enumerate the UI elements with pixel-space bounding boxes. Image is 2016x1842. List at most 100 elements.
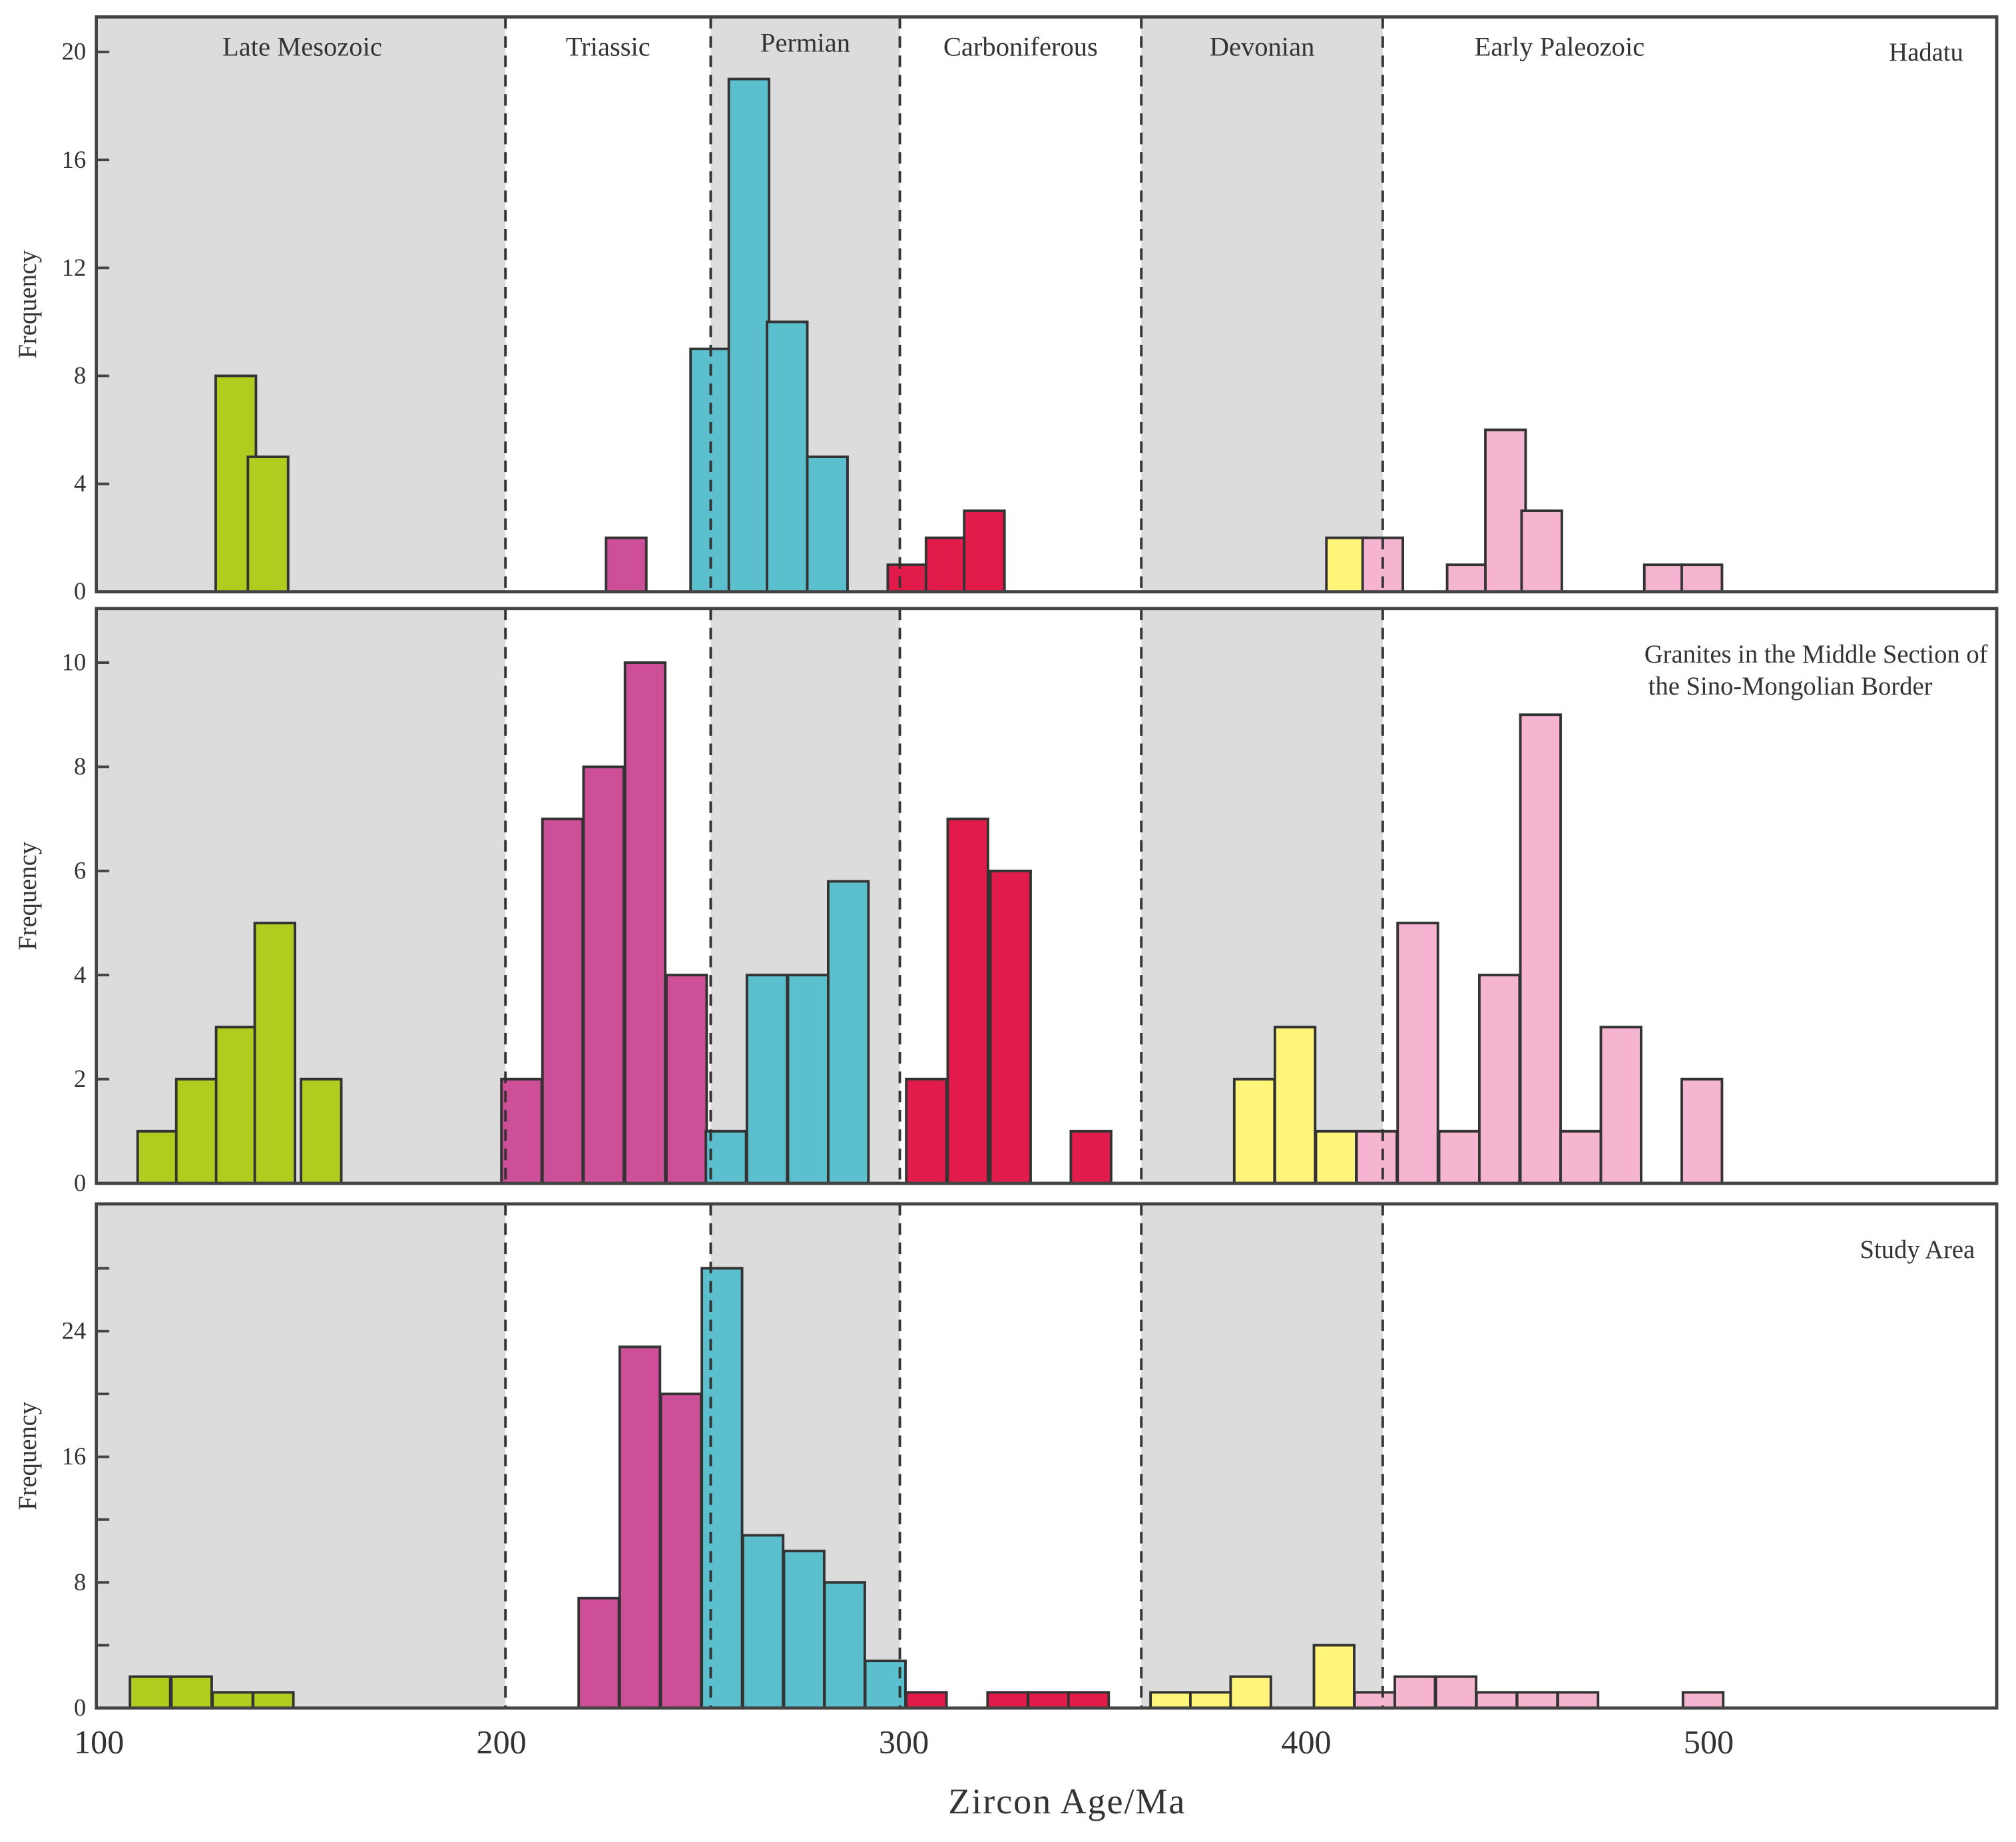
histogram-bar xyxy=(1393,1675,1437,1709)
histogram-bar xyxy=(665,974,708,1185)
histogram-bar xyxy=(766,320,809,593)
histogram-bar xyxy=(1484,428,1527,593)
panel-title: Hadatu xyxy=(1889,39,1963,67)
histogram-bar xyxy=(786,974,830,1185)
histogram-bar xyxy=(1027,1691,1070,1709)
y-tick-label: 8 xyxy=(74,753,86,780)
period-label: Early Paleozoic xyxy=(1475,31,1645,61)
y-tick-label: 16 xyxy=(62,146,87,173)
histogram-bar xyxy=(1445,563,1489,593)
histogram-bar xyxy=(618,1345,662,1709)
histogram-bar xyxy=(727,77,771,593)
histogram-bar xyxy=(128,1675,172,1709)
histogram-bar xyxy=(1681,1691,1725,1709)
histogram-bar xyxy=(946,817,989,1185)
histogram-bar xyxy=(1353,1691,1396,1709)
histogram-bar xyxy=(170,1675,213,1709)
histogram-bar xyxy=(905,1691,948,1709)
x-tick-label: 500 xyxy=(1684,1723,1734,1760)
period-shade xyxy=(99,17,506,592)
histogram-bar xyxy=(745,974,789,1185)
histogram-bar xyxy=(963,509,1006,593)
y-axis-label: Frequency xyxy=(14,841,42,950)
histogram-bar xyxy=(924,536,968,593)
y-tick-label: 6 xyxy=(74,856,86,884)
period-label: Carboniferous xyxy=(943,31,1098,61)
histogram-bar xyxy=(623,661,667,1185)
histogram-bar xyxy=(806,456,849,593)
histogram-bar xyxy=(500,1077,543,1185)
histogram-bar xyxy=(782,1550,826,1709)
y-tick-label: 0 xyxy=(74,577,86,605)
histogram-bar xyxy=(1559,1129,1603,1185)
period-label: Late Mesozoic xyxy=(222,31,382,61)
histogram-bar xyxy=(136,1129,180,1185)
histogram-bar xyxy=(1067,1691,1111,1709)
y-tick-label: 8 xyxy=(74,1568,86,1596)
y-tick-label: 4 xyxy=(74,469,86,497)
histogram-bar xyxy=(1437,1129,1481,1185)
y-axis-label: Frequency xyxy=(14,250,42,359)
histogram-bar xyxy=(1229,1675,1272,1709)
histogram-bar xyxy=(582,765,625,1185)
histogram-bar xyxy=(827,880,870,1185)
histogram-bar xyxy=(1325,536,1368,593)
histogram-bar xyxy=(1599,1026,1642,1185)
histogram-bar xyxy=(741,1534,785,1709)
histogram-bar xyxy=(905,1077,948,1185)
histogram-bar xyxy=(605,536,648,593)
y-tick-label: 24 xyxy=(62,1317,87,1344)
histogram-bar xyxy=(1149,1691,1192,1709)
histogram-bar xyxy=(214,1026,258,1185)
histogram-bar xyxy=(1355,1129,1398,1185)
histogram-bar xyxy=(1475,1691,1519,1709)
period-shade xyxy=(1141,1203,1383,1708)
histogram-bar xyxy=(1312,1644,1356,1709)
y-tick-label: 16 xyxy=(62,1442,87,1470)
histogram-bar xyxy=(541,817,585,1185)
histogram-bar xyxy=(886,563,929,593)
histogram-bar xyxy=(1396,922,1439,1185)
y-tick-label: 2 xyxy=(74,1065,86,1092)
x-tick-label: 400 xyxy=(1281,1723,1331,1760)
histogram-bar xyxy=(1232,1077,1276,1185)
y-tick-label: 10 xyxy=(62,649,87,676)
x-axis-label: Zircon Age/Ma xyxy=(948,1781,1186,1821)
x-tick-label: 300 xyxy=(879,1723,929,1760)
histogram-bar xyxy=(1642,563,1686,593)
histogram-bar xyxy=(1189,1691,1232,1709)
histogram-bar xyxy=(1314,1129,1358,1185)
period-shade xyxy=(1141,17,1383,592)
y-tick-label: 20 xyxy=(62,38,87,65)
panel-frame xyxy=(95,607,1999,1185)
histogram-bar xyxy=(1680,1077,1724,1185)
histogram-bar xyxy=(823,1581,866,1709)
histogram-bar xyxy=(1273,1026,1317,1185)
histogram-bar xyxy=(253,922,296,1185)
y-axis-label: Frequency xyxy=(14,1401,42,1510)
histogram-bar xyxy=(1680,563,1724,593)
histogram-bar xyxy=(1434,1675,1478,1709)
y-tick-label: 4 xyxy=(74,961,86,988)
panel-frame xyxy=(95,15,1999,594)
histogram-bar xyxy=(1069,1129,1113,1185)
histogram-bar xyxy=(989,869,1032,1185)
histogram-bar xyxy=(1519,713,1562,1185)
histogram-bar xyxy=(1520,509,1563,593)
y-tick-label: 12 xyxy=(62,254,87,281)
histogram-bar xyxy=(211,1691,254,1709)
histogram-bar xyxy=(1556,1691,1600,1709)
period-label: Devonian xyxy=(1210,31,1315,61)
period-label: Triassic xyxy=(566,31,650,61)
histogram-bar xyxy=(246,456,290,593)
histogram-bar xyxy=(577,1596,621,1709)
y-tick-label: 0 xyxy=(74,1693,86,1721)
panel-title-line2: the Sino-Mongolian Border xyxy=(1648,673,1933,701)
period-label: Permian xyxy=(760,28,850,58)
histogram-bar xyxy=(986,1691,1029,1709)
panel-title: Granites in the Middle Section of xyxy=(1644,641,1988,669)
histogram-bar xyxy=(659,1392,702,1709)
histogram-bar xyxy=(174,1077,218,1185)
histogram-bar xyxy=(1477,974,1521,1185)
